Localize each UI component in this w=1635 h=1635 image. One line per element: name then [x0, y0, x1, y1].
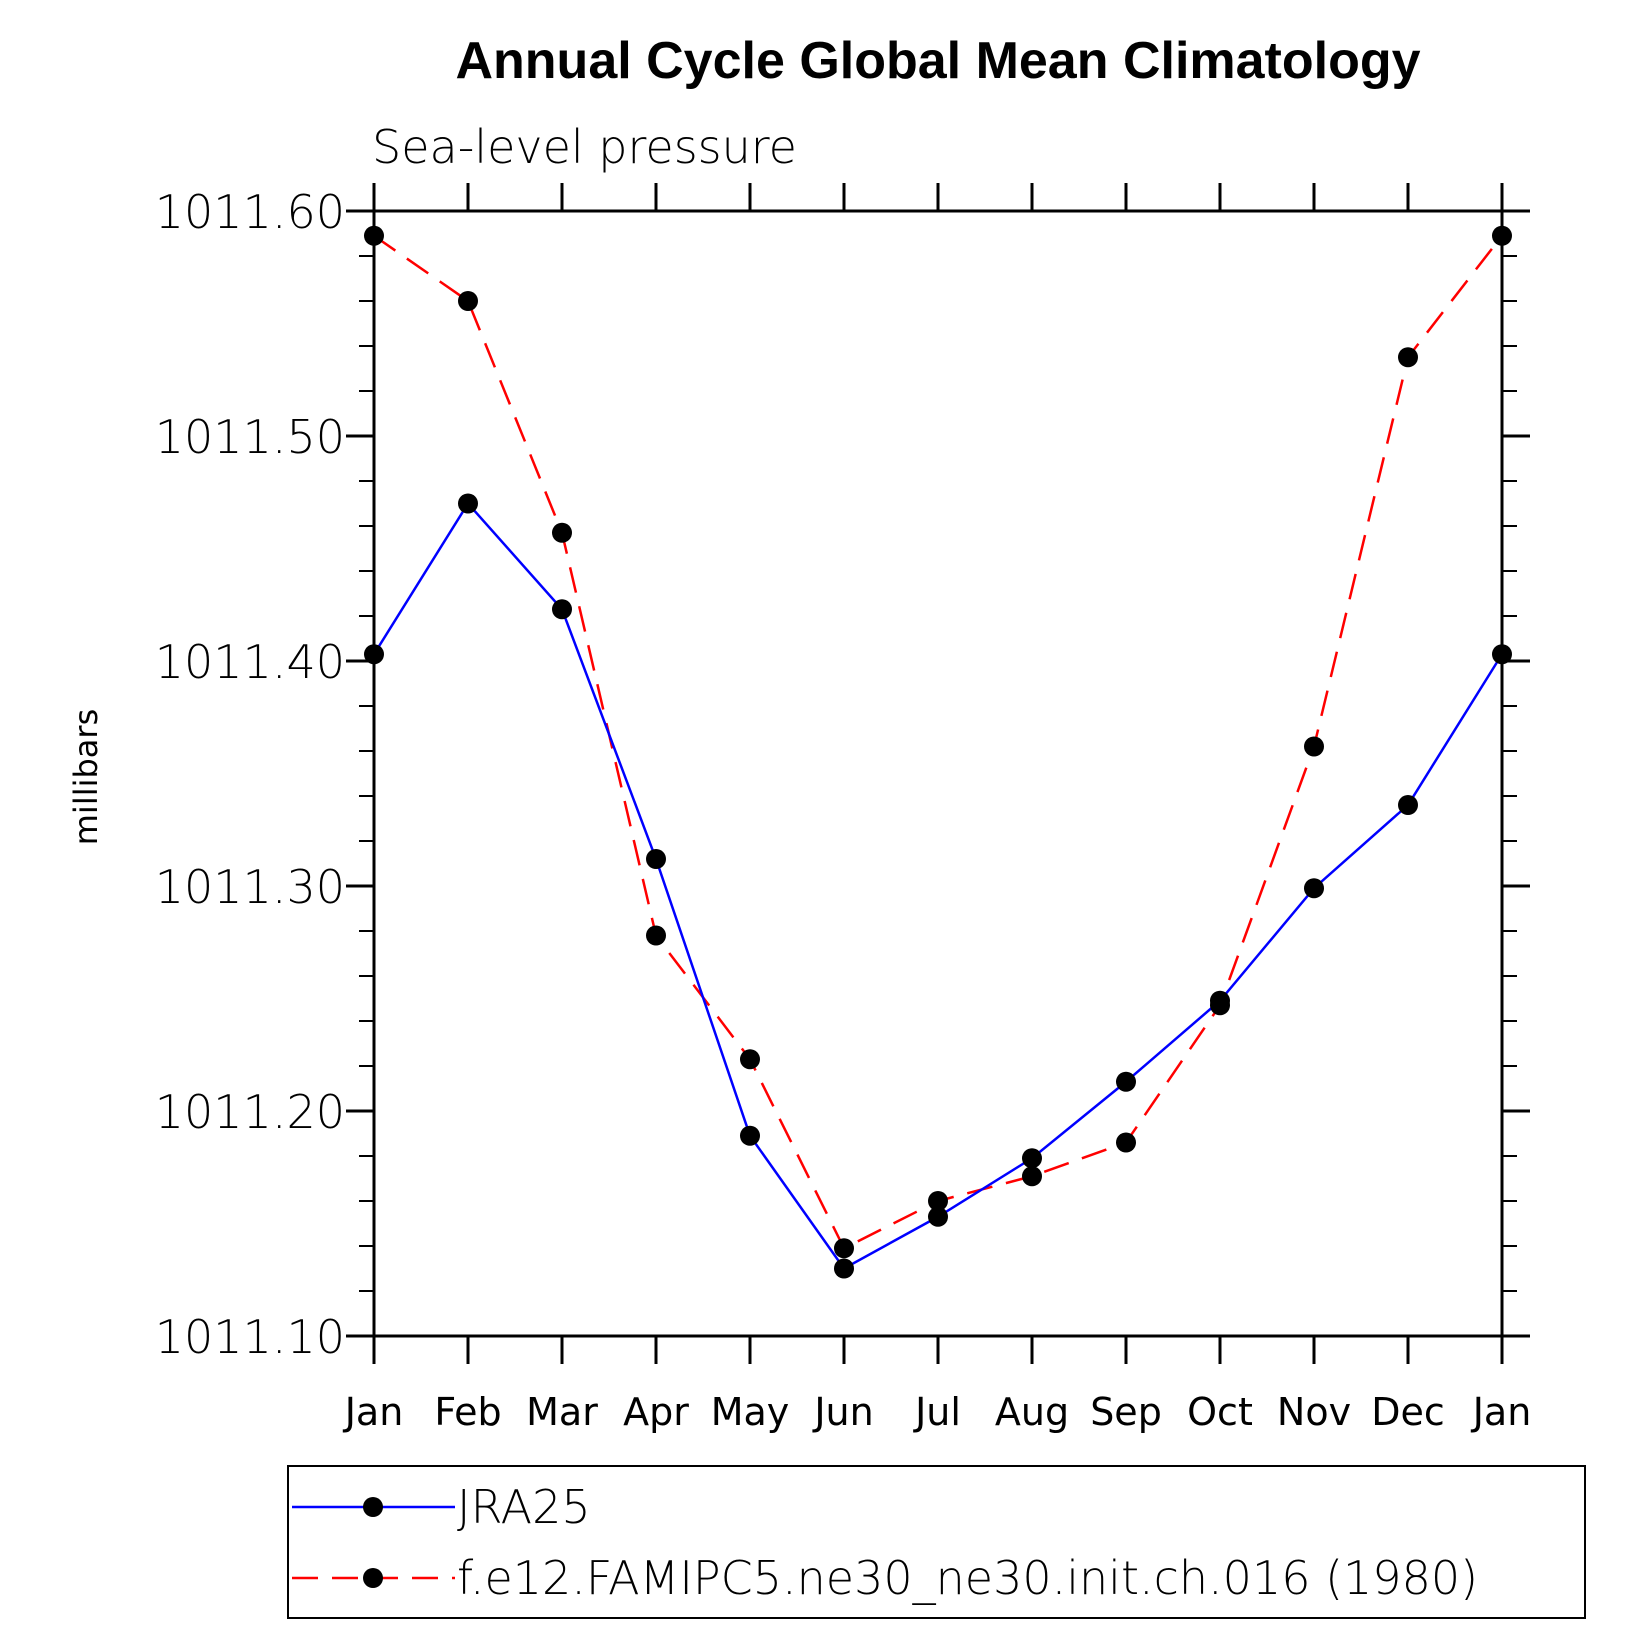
x-tick-label: Aug [995, 1390, 1069, 1434]
data-point-jra25 [1116, 1071, 1136, 1092]
data-point-model [458, 291, 478, 311]
x-tick-label: Apr [623, 1390, 689, 1434]
x-tick-label: Oct [1187, 1390, 1253, 1434]
y-tick-label: 1011.50 [155, 410, 345, 464]
legend: JRA25 f.e12.FAMIPC5.ne30_ne30.init.ch.016… [287, 1465, 1586, 1619]
data-point-model [1022, 1166, 1042, 1187]
data-point-model [1492, 225, 1512, 246]
y-tick-label: 1011.40 [155, 635, 345, 689]
y-tick-label: 1011.20 [155, 1085, 345, 1139]
x-tick-label: Mar [526, 1390, 598, 1434]
x-tick-label: May [711, 1390, 790, 1434]
x-tick-label: Feb [434, 1390, 501, 1434]
x-tick-label: Sep [1090, 1390, 1162, 1434]
x-tick-label: Dec [1371, 1390, 1445, 1434]
data-point-model [928, 1191, 948, 1211]
x-tick-label: Nov [1277, 1390, 1351, 1434]
y-axis-label: millibars [67, 709, 105, 845]
x-tick-label: Jan [343, 1390, 404, 1434]
data-point-jra25 [1398, 795, 1418, 815]
y-tick-label: 1011.30 [155, 860, 345, 914]
x-tick-label: Jun [812, 1390, 873, 1434]
data-point-model [364, 225, 384, 246]
data-point-model [740, 1049, 760, 1070]
legend-marker [363, 1568, 383, 1588]
plot-frame [372, 209, 1504, 1338]
legend-box [287, 1465, 1586, 1619]
data-point-jra25 [1022, 1148, 1042, 1169]
data-point-model [1398, 347, 1418, 368]
data-point-jra25 [928, 1206, 948, 1227]
data-point-jra25 [646, 849, 666, 869]
data-point-model [646, 925, 666, 946]
x-tick-label: Jan [1471, 1390, 1532, 1434]
data-point-model [1304, 736, 1324, 757]
series-line-model [373, 234, 1503, 1250]
series-line-jra25 [372, 501, 1504, 1271]
data-point-jra25 [1304, 878, 1324, 899]
data-point-jra25 [740, 1125, 760, 1146]
data-point-jra25 [1492, 644, 1512, 665]
data-point-jra25 [364, 644, 384, 665]
plot-area: Jan Feb Mar Apr May Jun Jul Aug Sep Oct Nov Dec Jan 1… [155, 183, 1532, 1434]
data-point-jra25 [458, 493, 478, 514]
data-point-model [552, 522, 572, 543]
data-point-model [1116, 1132, 1136, 1153]
data-point-model [1210, 995, 1230, 1016]
chart-title: Annual Cycle Global Mean Climatology [455, 32, 1420, 90]
legend-label: f.e12.FAMIPC5.ne30_ne30.init.ch.016 (198… [457, 1551, 1478, 1605]
data-point-jra25 [834, 1258, 854, 1279]
legend-marker [363, 1497, 383, 1517]
y-tick-label: 1011.10 [155, 1310, 345, 1364]
data-point-model [834, 1238, 854, 1259]
data-point-jra25 [552, 599, 572, 620]
y-tick-label: 1011.60 [155, 185, 345, 239]
chart-subtitle: Sea-level pressure [372, 120, 797, 174]
x-tick-label: Jul [913, 1390, 961, 1434]
legend-label: JRA25 [457, 1480, 591, 1534]
